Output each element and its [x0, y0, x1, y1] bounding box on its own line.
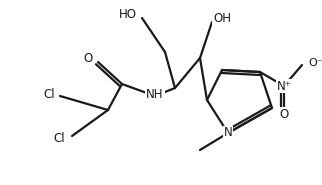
Text: N: N — [223, 127, 232, 139]
Text: N⁺: N⁺ — [277, 80, 291, 92]
Text: Cl: Cl — [53, 132, 65, 144]
Text: Cl: Cl — [43, 88, 55, 100]
Text: O: O — [279, 107, 289, 120]
Text: NH: NH — [146, 88, 164, 100]
Text: HO: HO — [119, 9, 137, 21]
Text: O⁻: O⁻ — [308, 58, 322, 68]
Text: OH: OH — [213, 13, 231, 26]
Text: O: O — [84, 53, 93, 65]
